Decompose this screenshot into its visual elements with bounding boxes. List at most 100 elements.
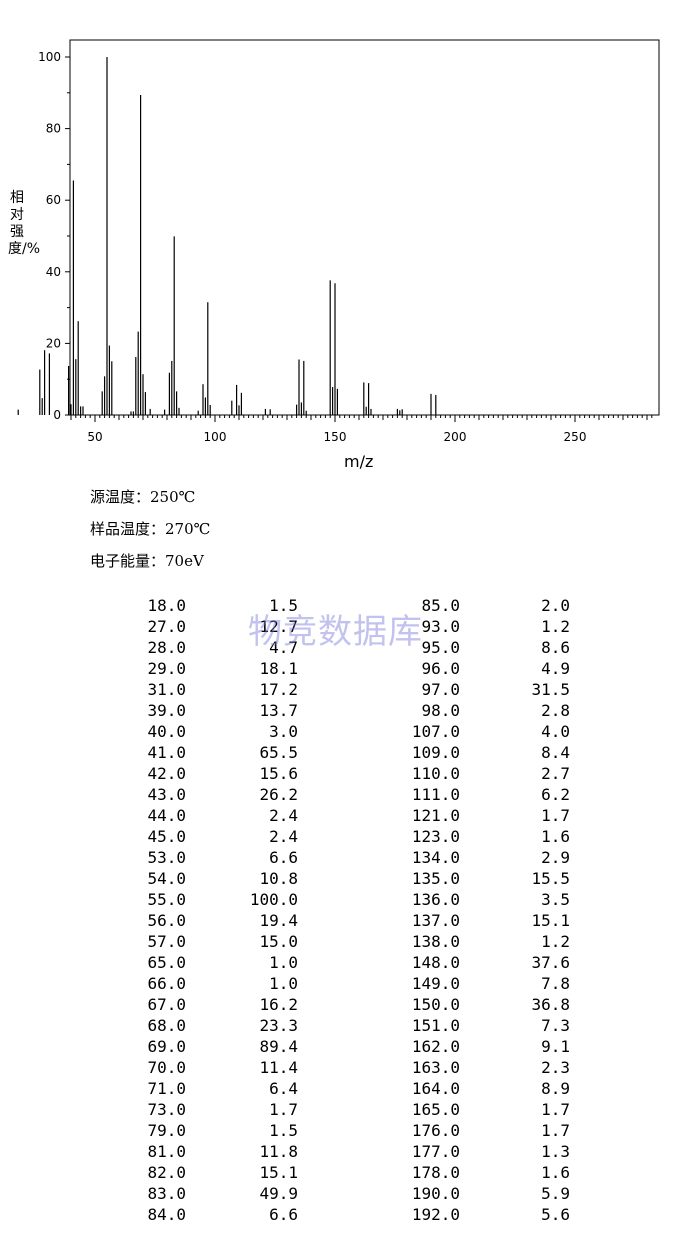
electron-energy: 电子能量：70eV — [90, 552, 204, 570]
x-axis-ticks: 50 100 150 200 250 — [70, 415, 653, 444]
conditions-block: 源温度：250℃ 样品温度：270℃ 电子能量：70eV — [90, 486, 210, 582]
mass-spectrum-chart: 0 20 40 60 80 100 50 100 150 200 250 — [17, 39, 660, 444]
mz-left: 81.0 — [147, 1142, 186, 1161]
intensity-left: 26.2 — [259, 785, 298, 804]
intensity-left: 4.7 — [269, 638, 298, 657]
x-tick-label: 200 — [444, 430, 467, 444]
intensity-right: 4.9 — [541, 659, 570, 678]
intensity-right: 1.6 — [541, 827, 570, 846]
mz-left: 57.0 — [147, 932, 186, 951]
mz-left: 68.0 — [147, 1016, 186, 1035]
intensity-left: 89.4 — [259, 1037, 298, 1056]
intensity-right: 6.2 — [541, 785, 570, 804]
intensity-right: 31.5 — [531, 680, 570, 699]
mz-right: 134.0 — [411, 848, 460, 867]
intensity-right: 2.7 — [541, 764, 570, 783]
mz-right: 148.0 — [411, 953, 460, 972]
intensity-left: 15.1 — [259, 1163, 298, 1182]
intensity-right: 1.3 — [541, 1142, 570, 1161]
mz-right: 163.0 — [411, 1058, 460, 1077]
intensity-right: 4.0 — [541, 722, 570, 741]
mz-right: 190.0 — [411, 1184, 460, 1203]
intensity-right: 15.1 — [531, 911, 570, 930]
mz-right: 97.0 — [421, 680, 460, 699]
intensity-left: 1.0 — [269, 974, 298, 993]
mz-left: 44.0 — [147, 806, 186, 825]
mz-right: 149.0 — [411, 974, 460, 993]
intensity-right: 1.2 — [541, 932, 570, 951]
mz-right: 136.0 — [411, 890, 460, 909]
y-tick-label: 80 — [46, 122, 61, 136]
intensity-left: 49.9 — [259, 1184, 298, 1203]
mz-left: 41.0 — [147, 743, 186, 762]
x-tick-label: 250 — [564, 430, 587, 444]
intensity-right: 7.3 — [541, 1016, 570, 1035]
intensity-right: 1.7 — [541, 1121, 570, 1140]
intensity-left: 16.2 — [259, 995, 298, 1014]
intensity-left: 1.0 — [269, 953, 298, 972]
source-temperature: 源温度：250℃ — [90, 488, 196, 506]
mz-left: 42.0 — [147, 764, 186, 783]
y-tick-label: 0 — [53, 408, 61, 422]
mz-right: 165.0 — [411, 1100, 460, 1119]
mz-left: 70.0 — [147, 1058, 186, 1077]
mz-left: 18.0 — [147, 596, 186, 615]
intensity-left: 12.7 — [259, 617, 298, 636]
mz-left: 71.0 — [147, 1079, 186, 1098]
intensity-left: 15.6 — [259, 764, 298, 783]
mz-left: 39.0 — [147, 701, 186, 720]
y-tick-label: 40 — [46, 265, 61, 279]
mz-right: 176.0 — [411, 1121, 460, 1140]
mz-right: 164.0 — [411, 1079, 460, 1098]
spectrum-bars — [17, 57, 437, 415]
mz-right: 121.0 — [411, 806, 460, 825]
intensity-left: 17.2 — [259, 680, 298, 699]
mz-right: 178.0 — [411, 1163, 460, 1182]
intensity-right: 1.2 — [541, 617, 570, 636]
mz-right: 138.0 — [411, 932, 460, 951]
intensity-right: 2.3 — [541, 1058, 570, 1077]
intensity-right: 15.5 — [531, 869, 570, 888]
intensity-left: 2.4 — [269, 827, 298, 846]
y-tick-label: 20 — [46, 336, 61, 350]
intensity-left: 11.4 — [259, 1058, 298, 1077]
mz-right: 123.0 — [411, 827, 460, 846]
mz-left: 73.0 — [147, 1100, 186, 1119]
intensity-right: 9.1 — [541, 1037, 570, 1056]
intensity-right: 8.6 — [541, 638, 570, 657]
intensity-right: 37.6 — [531, 953, 570, 972]
intensity-right: 5.9 — [541, 1184, 570, 1203]
mz-right: 137.0 — [411, 911, 460, 930]
x-tick-label: 150 — [324, 430, 347, 444]
intensity-right: 8.9 — [541, 1079, 570, 1098]
intensity-left: 13.7 — [259, 701, 298, 720]
intensity-right: 8.4 — [541, 743, 570, 762]
mz-left: 45.0 — [147, 827, 186, 846]
mz-right: 96.0 — [421, 659, 460, 678]
mz-right: 98.0 — [421, 701, 460, 720]
mz-left: 66.0 — [147, 974, 186, 993]
y-tick-label: 100 — [38, 50, 61, 64]
y-axis-ticks: 0 20 40 60 80 100 — [38, 50, 70, 422]
intensity-left: 6.6 — [269, 1205, 298, 1224]
x-tick-label: 50 — [87, 430, 102, 444]
intensity-left: 65.5 — [259, 743, 298, 762]
intensity-right: 3.5 — [541, 890, 570, 909]
intensity-left: 18.1 — [259, 659, 298, 678]
plot-frame — [69, 39, 660, 416]
mz-left: 83.0 — [147, 1184, 186, 1203]
mz-right: 95.0 — [421, 638, 460, 657]
mz-right: 107.0 — [411, 722, 460, 741]
x-axis-label: m/z — [344, 452, 374, 471]
mz-left: 31.0 — [147, 680, 186, 699]
intensity-left: 2.4 — [269, 806, 298, 825]
mz-left: 29.0 — [147, 659, 186, 678]
intensity-right: 2.9 — [541, 848, 570, 867]
intensity-left: 23.3 — [259, 1016, 298, 1035]
intensity-left: 1.7 — [269, 1100, 298, 1119]
intensity-right: 1.7 — [541, 806, 570, 825]
y-axis-label: 相对强度/% — [8, 190, 41, 257]
intensity-left: 6.6 — [269, 848, 298, 867]
intensity-right: 36.8 — [531, 995, 570, 1014]
mz-right: 85.0 — [421, 596, 460, 615]
